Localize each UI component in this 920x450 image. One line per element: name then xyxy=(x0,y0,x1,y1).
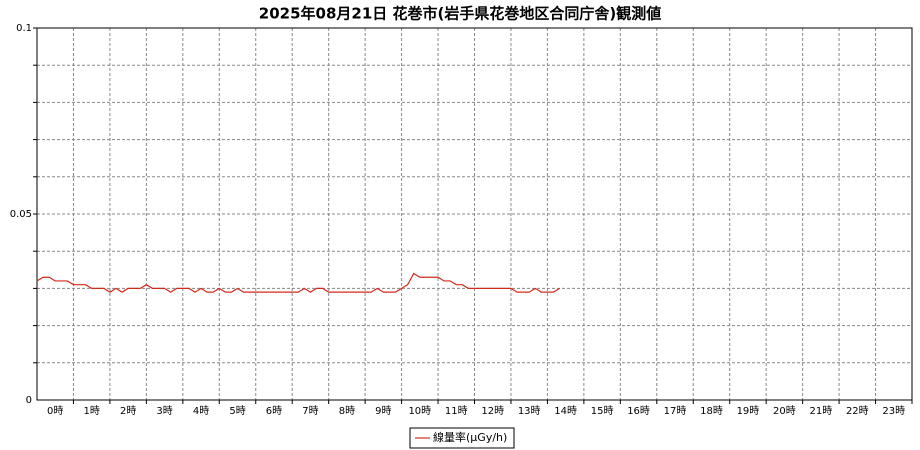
x-tick-label: 7時 xyxy=(302,405,318,417)
x-tick-label: 13時 xyxy=(518,405,541,417)
x-tick-label: 10時 xyxy=(408,405,431,417)
x-tick-label: 11時 xyxy=(445,405,468,417)
y-tick-label: 0.05 xyxy=(10,209,32,220)
y-tick-label: 0.1 xyxy=(16,23,32,34)
y-tick-label: 0 xyxy=(26,395,32,406)
chart-title: 2025年08月21日 花巻市(岩手県花巻地区合同庁舎)観測値 xyxy=(259,5,661,23)
x-tick-label: 17時 xyxy=(664,405,687,417)
legend-box xyxy=(409,427,515,449)
x-tick-label: 16時 xyxy=(627,405,650,417)
x-tick-label: 18時 xyxy=(700,405,723,417)
x-tick-label: 8時 xyxy=(339,405,355,417)
x-tick-label: 6時 xyxy=(266,405,282,417)
x-tick-label: 21時 xyxy=(809,405,832,417)
x-tick-label: 14時 xyxy=(554,405,577,417)
x-tick-label: 20時 xyxy=(773,405,796,417)
x-tick-label: 4時 xyxy=(193,405,209,417)
plot-frame xyxy=(36,27,913,401)
x-tick-label: 15時 xyxy=(591,405,614,417)
data-line xyxy=(36,272,560,293)
x-tick-label: 12時 xyxy=(481,405,504,417)
x-tick-label: 5時 xyxy=(229,405,245,417)
x-tick-label: 22時 xyxy=(846,405,869,417)
x-tick-label: 9時 xyxy=(375,405,391,417)
x-tick-label: 1時 xyxy=(84,405,100,417)
x-tick-label: 23時 xyxy=(882,405,905,417)
x-tick-label: 19時 xyxy=(737,405,760,417)
legend-label: 線量率(μGy/h) xyxy=(433,430,507,444)
x-tick-label: 2時 xyxy=(120,405,136,417)
x-tick-label: 0時 xyxy=(47,405,63,417)
x-tick-label: 3時 xyxy=(156,405,172,417)
